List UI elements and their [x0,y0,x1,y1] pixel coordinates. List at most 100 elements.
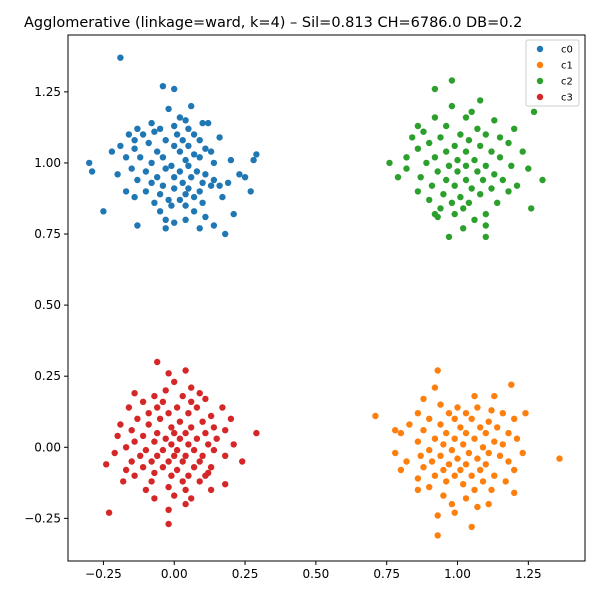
data-point-c2 [454,168,461,175]
data-point-c0 [171,142,178,150]
data-point-c3 [145,410,152,417]
data-point-c3 [148,478,155,485]
data-point-c3 [205,441,212,448]
data-point-c1 [491,472,498,479]
data-point-c3 [171,429,178,437]
data-point-c2 [457,193,464,201]
data-point-c3 [176,435,184,442]
data-point-c0 [117,54,124,61]
data-point-c3 [210,424,218,431]
data-point-c1 [397,466,405,474]
data-point-c2 [426,196,433,204]
data-point-c0 [134,176,141,184]
data-point-c2 [460,205,467,212]
data-point-c3 [173,466,181,474]
data-point-c0 [210,159,218,167]
data-point-c0 [171,85,178,93]
data-point-c3 [222,427,229,434]
data-point-c2 [488,148,495,155]
data-point-c0 [222,230,229,238]
data-point-c2 [528,205,535,212]
data-point-c2 [414,145,422,152]
data-point-c1 [494,424,501,431]
data-point-c0 [179,179,186,186]
x-axis: −0.25 0.00 0.25 0.50 0.75 1.00 1.25 [85,561,542,581]
data-point-c1 [451,415,458,422]
data-point-c1 [474,455,481,462]
data-point-c0 [165,196,172,204]
data-point-c1 [488,486,495,494]
data-point-c1 [505,458,512,465]
data-point-c2 [462,162,470,169]
data-point-c3 [193,404,201,411]
data-point-c1 [474,404,481,411]
data-point-c1 [372,412,379,420]
data-point-c1 [434,512,441,519]
data-point-c1 [471,392,478,400]
data-point-c0 [219,193,226,201]
data-point-c2 [443,122,450,130]
data-point-c1 [491,392,498,400]
data-point-c1 [414,438,422,445]
data-point-c2 [423,159,430,167]
y-tick-label: −0.25 [24,511,61,525]
data-point-c3 [196,458,203,465]
data-point-c1 [499,410,506,417]
data-point-c2 [505,139,512,147]
data-point-c0 [205,119,212,127]
data-point-c1 [448,500,456,508]
data-point-c2 [499,176,506,184]
data-point-c3 [162,435,169,442]
data-point-c1 [465,449,473,457]
data-point-c0 [207,182,215,189]
data-point-c1 [434,367,441,374]
data-point-c3 [125,404,133,411]
data-point-c3 [148,458,155,465]
legend-marker-c1 [536,61,544,69]
data-point-c3 [111,449,118,457]
data-point-c3 [114,432,121,440]
legend-marker-c2 [536,77,544,85]
data-point-c3 [139,432,147,440]
data-point-c2 [417,174,424,181]
data-point-c2 [462,148,470,155]
data-point-c2 [494,199,501,206]
data-point-c0 [196,225,203,232]
data-point-c3 [230,441,237,448]
x-tick-label: 1.00 [444,567,471,581]
data-point-c2 [468,185,475,192]
data-point-c1 [477,466,484,474]
data-point-c0 [179,137,186,144]
data-point-c1 [496,452,504,459]
data-point-c3 [131,438,138,445]
data-point-c1 [460,481,467,488]
data-point-c3 [188,398,195,405]
data-point-c2 [437,205,444,212]
data-point-c3 [227,415,235,422]
data-point-c3 [190,446,198,454]
data-point-c0 [154,174,161,181]
data-point-c0 [188,174,195,181]
data-point-c1 [460,441,467,448]
data-point-c2 [462,176,470,184]
data-point-c2 [454,156,461,164]
data-point-c0 [182,191,189,198]
data-point-c2 [488,185,495,192]
data-point-c0 [182,202,189,209]
data-point-c1 [420,395,427,403]
x-tick-label: −0.25 [85,567,122,581]
data-point-c2 [443,148,450,155]
data-point-c1 [403,458,410,465]
data-point-c0 [236,171,243,178]
data-point-c1 [457,424,464,431]
data-point-c0 [145,139,152,147]
data-point-c1 [477,424,484,431]
data-point-c3 [151,392,158,400]
data-point-c2 [437,134,444,141]
data-point-c1 [445,410,453,417]
data-point-c2 [448,199,456,206]
data-point-c0 [168,162,175,169]
data-point-c1 [502,478,509,485]
data-point-c3 [196,478,203,485]
